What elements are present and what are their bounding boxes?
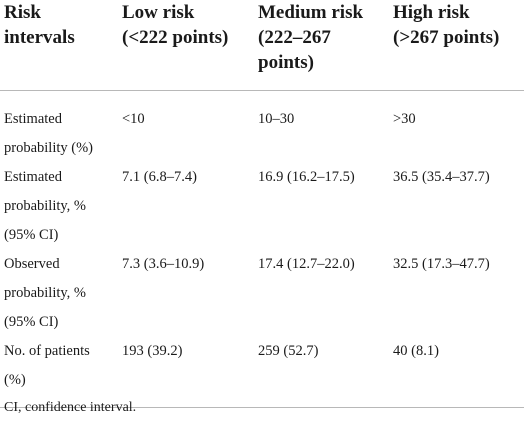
cell-medium-risk: 10–30 <box>258 111 295 127</box>
table-row: No. of patients (%) 193 (39.2) 259 (52.7… <box>0 337 524 408</box>
table-header-row: Risk intervals Low risk (<222 points) Me… <box>0 0 524 91</box>
header-risk-intervals: Risk intervals <box>0 0 116 91</box>
cell-medium-risk: 17.4 (12.7–22.0) <box>258 256 355 272</box>
table-row: Estimated probability, % (95% CI) 7.1 (6… <box>0 163 524 250</box>
cell-high-risk: >30 <box>393 111 416 127</box>
row-label: No. of patients (%) <box>0 337 116 408</box>
header-low-risk: Low risk (<222 points) <box>116 0 252 91</box>
cell-medium-risk: 16.9 (16.2–17.5) <box>258 169 355 185</box>
cell-medium-risk: 259 (52.7) <box>252 337 387 408</box>
header-high-risk: High risk (>267 points) <box>387 0 524 91</box>
cell-high-risk: 32.5 (17.3–47.7) <box>393 256 490 272</box>
table-row: Observed probability, % (95% CI) 7.3 (3.… <box>0 250 524 337</box>
cell-low-risk: 7.3 (3.6–10.9) <box>122 256 205 272</box>
row-label: Estimated probability, % (95% CI) <box>4 169 87 243</box>
risk-intervals-table: Risk intervals Low risk (<222 points) Me… <box>0 0 524 408</box>
cell-low-risk: 193 (39.2) <box>116 337 252 408</box>
cell-high-risk: 36.5 (35.4–37.7) <box>393 169 490 185</box>
row-label: Observed probability, % (95% CI) <box>4 256 87 330</box>
header-medium-risk: Medium risk (222–267 points) <box>252 0 387 91</box>
cell-low-risk: 7.1 (6.8–7.4) <box>122 169 197 185</box>
row-label: Estimated probability (%) <box>4 111 93 156</box>
table-footnote: CI, confidence interval. <box>4 400 137 415</box>
cell-low-risk: <10 <box>122 111 145 127</box>
risk-table-container: Risk intervals Low risk (<222 points) Me… <box>0 0 524 408</box>
table-row: Estimated probability (%) <10 10–30 >30 <box>0 91 524 164</box>
cell-high-risk: 40 (8.1) <box>387 337 524 408</box>
